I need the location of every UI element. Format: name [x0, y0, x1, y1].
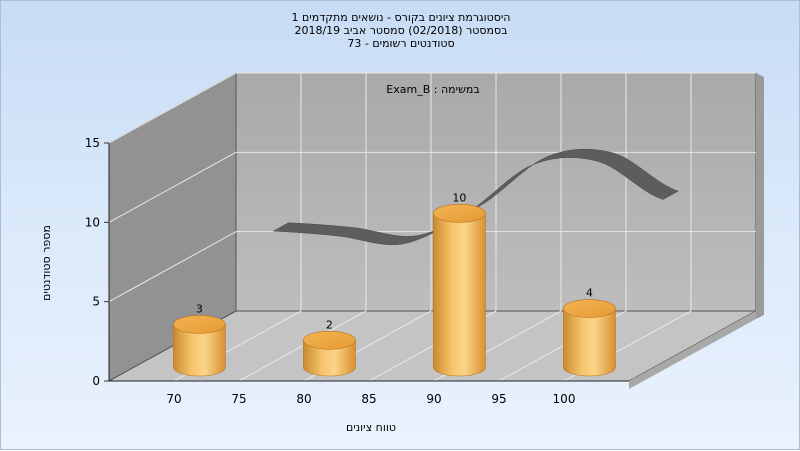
data-labels-layer: 3 2 10 4	[196, 191, 593, 331]
y-tick-label: 0	[92, 374, 100, 388]
chart-title-line-3: סטודנטים רשומים - 73	[347, 37, 455, 50]
x-tick-label: 75	[231, 392, 246, 406]
data-label: 10	[452, 191, 466, 204]
x-tick-label: 100	[553, 392, 576, 406]
x-tick-label: 90	[426, 392, 441, 406]
chart-subtitle: במשימה : Exam_B	[386, 83, 479, 96]
bar-top	[303, 330, 356, 350]
y-tick-label: 15	[85, 136, 100, 150]
bar-body	[433, 213, 486, 377]
data-label: 2	[326, 318, 333, 331]
bar-body	[173, 324, 226, 377]
y-axis-title: מספר סטודנטים	[40, 225, 53, 301]
x-tick-label: 80	[296, 392, 311, 406]
distribution-curve-layer	[272, 148, 679, 246]
bar-top	[433, 204, 486, 223]
right-edge-shadow	[756, 73, 764, 319]
bars-layer	[173, 204, 616, 377]
bar	[433, 204, 486, 377]
chart-title-line-1: היסטוגרמת ציונים בקורס - נושאים מתקדמים …	[291, 11, 511, 24]
bar-top	[173, 315, 226, 334]
side-gridline	[108, 72, 237, 144]
data-label: 3	[196, 302, 203, 315]
chart-title: היסטוגרמת ציונים בקורס - נושאים מתקדמים …	[1, 11, 800, 50]
floor-front-edge	[629, 311, 756, 389]
x-tick-label: 70	[166, 392, 181, 406]
floor-gridline	[238, 310, 367, 382]
x-tick-label: 95	[491, 392, 506, 406]
y-tick-labels: 0 5 10 15	[85, 136, 110, 388]
x-tick-labels: 70 75 80 85 90 95 100	[109, 380, 629, 406]
data-label: 4	[586, 287, 593, 300]
bar	[173, 315, 226, 377]
bar-body	[563, 308, 616, 377]
bar	[303, 330, 356, 377]
x-axis-title: טווח ציונים	[346, 421, 396, 434]
bar-body	[303, 339, 356, 377]
bar-top	[563, 299, 616, 318]
y-tick-label: 10	[85, 215, 100, 229]
bar	[563, 299, 616, 377]
side-gridline	[108, 231, 237, 303]
y-tick-label: 5	[92, 295, 100, 309]
chart-title-line-2: בסמסטר (02/2018) סמסטר אביב 2018/19	[294, 24, 508, 37]
x-tick-label: 85	[361, 392, 376, 406]
distribution-curve	[272, 148, 679, 246]
side-gridline	[108, 151, 237, 223]
